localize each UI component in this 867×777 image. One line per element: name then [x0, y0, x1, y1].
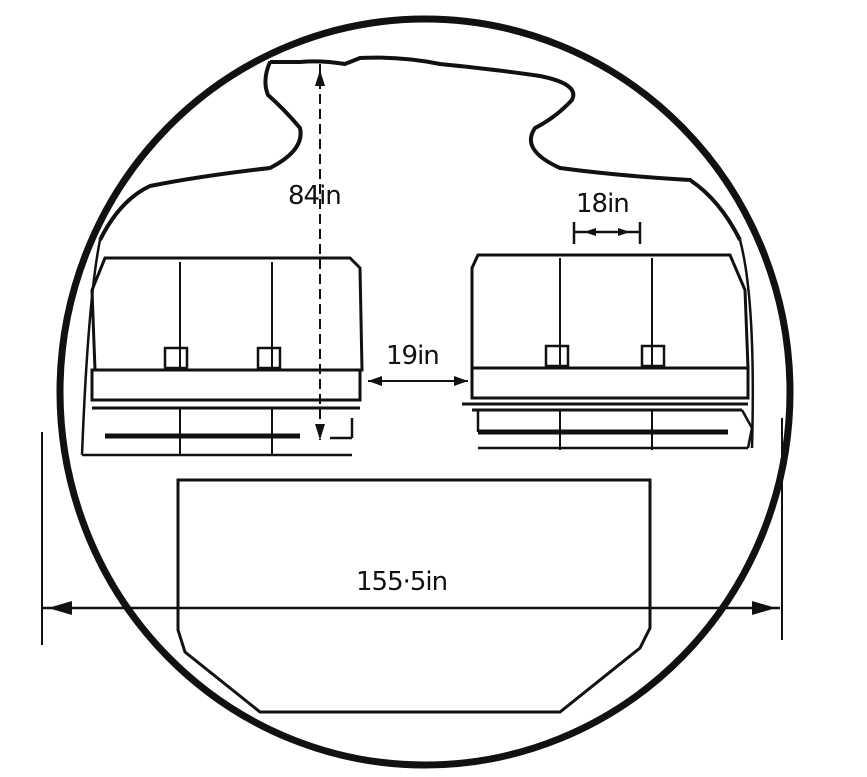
fuselage-width-dimension-line [41, 418, 783, 645]
seat-width-label: 18in [576, 189, 629, 219]
ceiling-profile [98, 55, 742, 241]
aisle-width-label: 19in [386, 341, 439, 371]
aisle-width-dimension-line [368, 376, 468, 386]
right-seat-block [462, 253, 754, 450]
headroom-dimension-line [268, 61, 330, 440]
headroom-height-label: 84in [288, 181, 341, 211]
fuselage-width-label: 155·5in [356, 567, 447, 597]
cabin-left-wall [80, 239, 102, 456]
cabin-right-wall [738, 239, 755, 449]
cargo-hold [176, 478, 652, 714]
seat-width-dimension-line [572, 222, 642, 244]
fuselage-shell [56, 15, 794, 769]
